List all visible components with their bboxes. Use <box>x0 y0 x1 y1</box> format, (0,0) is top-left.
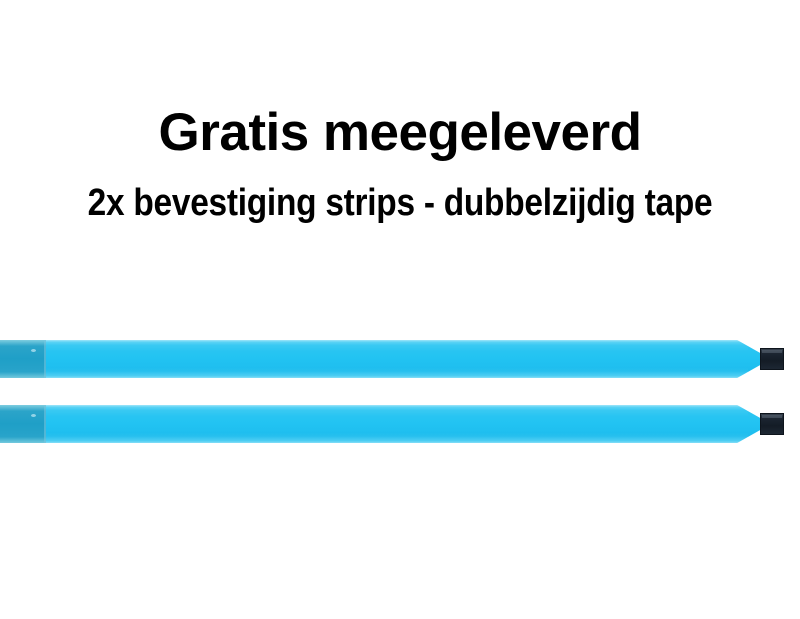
strip-pull-tab-top <box>760 348 784 370</box>
strip-liner-tab-bottom <box>0 405 46 443</box>
strip-pull-tab-bottom <box>760 413 784 435</box>
strip-body-top <box>0 340 760 378</box>
page-title: Gratis meegeleverd <box>158 103 642 162</box>
strip-liner-tab-top <box>0 340 46 378</box>
strip-tab-speck-bottom <box>31 414 36 417</box>
strip-body-bottom <box>0 405 760 443</box>
adhesive-strip-top <box>0 339 786 379</box>
promo-subtitle: 2x bevestiging strips - dubbelzijdig tap… <box>87 182 713 224</box>
adhesive-strip-bottom <box>0 404 786 444</box>
strip-tab-speck-top <box>31 349 36 352</box>
